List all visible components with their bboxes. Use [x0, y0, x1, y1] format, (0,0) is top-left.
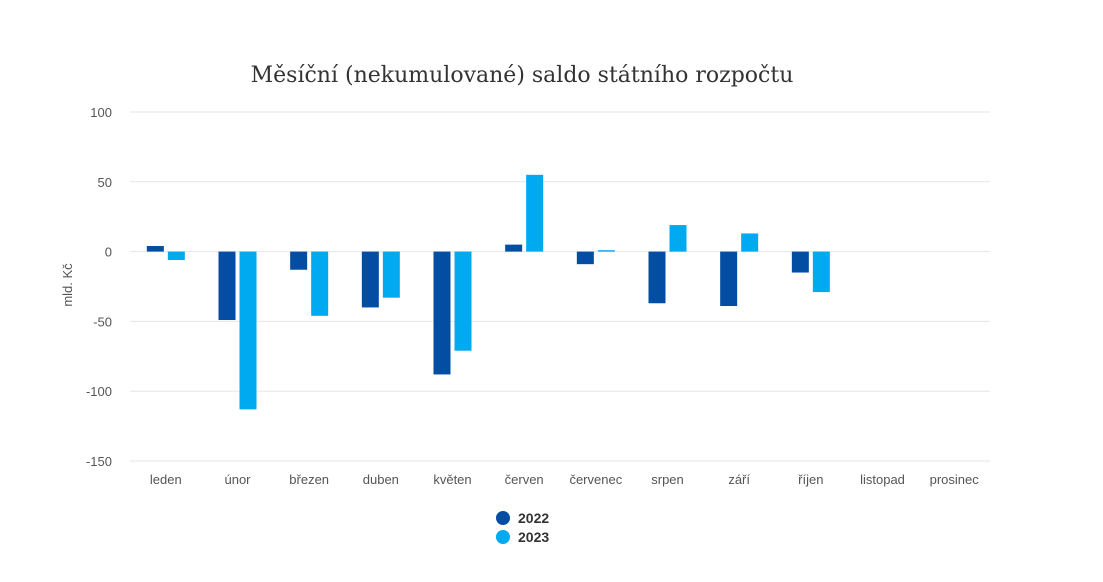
bar-2023-leden: [167, 251, 185, 260]
bar-2023-březen: [311, 251, 329, 316]
bar-2022-březen: [290, 251, 308, 270]
bar-2023-říjen: [812, 251, 830, 293]
x-tick-label: květen: [433, 472, 471, 487]
bar-2023-červen: [526, 174, 544, 252]
y-tick-label: 50: [98, 175, 112, 190]
bar-2023-srpen: [669, 225, 687, 252]
x-tick-label: duben: [363, 472, 399, 487]
bars: [146, 174, 830, 410]
legend-marker-2023: [496, 530, 510, 544]
x-tick-label: únor: [224, 472, 251, 487]
bar-2022-duben: [361, 251, 379, 308]
x-tick-label: červenec: [569, 472, 622, 487]
legend: 2022 2023: [496, 510, 549, 545]
bar-2022-červen: [505, 244, 523, 252]
bar-2023-červenec: [597, 250, 615, 252]
bar-2023-duben: [382, 251, 400, 298]
y-axis-ticks: 100 50 0 -50 -100 -150: [86, 105, 112, 469]
bar-2022-září: [720, 251, 738, 307]
x-tick-label: leden: [150, 472, 182, 487]
gridlines: [130, 111, 990, 462]
bar-2022-květen: [433, 251, 451, 375]
x-tick-label: srpen: [651, 472, 684, 487]
x-tick-label: září: [728, 472, 750, 487]
bar-2022-červenec: [576, 251, 594, 265]
y-axis-title: mld. Kč: [60, 263, 75, 307]
y-tick-label: 0: [105, 245, 112, 260]
y-tick-label: -100: [86, 384, 112, 399]
bar-2023-květen: [454, 251, 472, 351]
bar-2023-únor: [239, 251, 257, 410]
legend-label-2023: 2023: [518, 529, 549, 545]
legend-label-2022: 2022: [518, 510, 549, 526]
bar-2022-srpen: [648, 251, 666, 304]
y-tick-label: -150: [86, 454, 112, 469]
x-tick-label: březen: [289, 472, 329, 487]
x-tick-label: říjen: [798, 472, 823, 487]
x-axis-ticks: leden únor březen duben květen červen červenec…: [150, 472, 979, 487]
bar-2022-říjen: [791, 251, 809, 273]
bar-2022-únor: [218, 251, 236, 321]
bar-2023-září: [741, 233, 759, 252]
legend-marker-2022: [496, 511, 510, 525]
y-tick-label: 100: [90, 105, 112, 120]
x-tick-label: červen: [505, 472, 544, 487]
x-tick-label: listopad: [860, 472, 905, 487]
y-tick-label: -50: [93, 314, 112, 329]
chart-title: Měsíční (nekumulované) saldo státního ro…: [251, 63, 794, 88]
x-tick-label: prosinec: [930, 472, 980, 487]
bar-2022-leden: [146, 246, 164, 252]
